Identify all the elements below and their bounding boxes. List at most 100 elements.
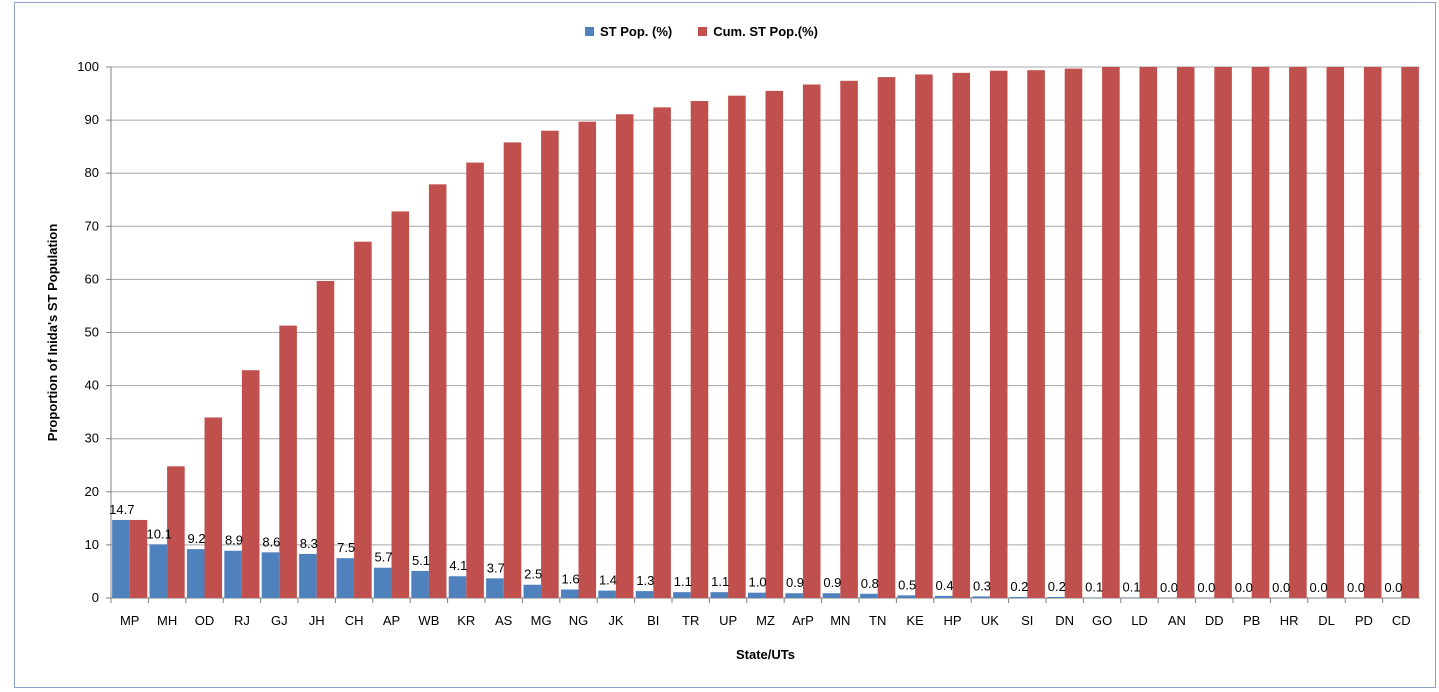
data-label: 0.0 bbox=[1272, 580, 1290, 595]
data-label: 5.1 bbox=[412, 553, 430, 568]
bar-st-pop bbox=[785, 593, 803, 598]
x-tick-label: UK bbox=[981, 613, 999, 628]
x-tick-label: WB bbox=[418, 613, 439, 628]
bar-st-pop bbox=[486, 578, 504, 598]
bar-st-pop bbox=[897, 595, 916, 598]
bar-cum-st-pop bbox=[1214, 67, 1232, 598]
bar-cum-st-pop bbox=[466, 162, 484, 598]
x-tick-label: NG bbox=[569, 613, 589, 628]
x-tick-label: MN bbox=[830, 613, 850, 628]
chart-svg: 0 10 20 30 40 50 60 70 80 90 100 MP 14.7 MH 10.1 OD 9.2 R… bbox=[45, 59, 1420, 662]
data-label: 0.9 bbox=[786, 575, 804, 590]
x-tick-label: AN bbox=[1168, 613, 1186, 628]
bar-cum-st-pop bbox=[615, 114, 634, 598]
data-label: 0.0 bbox=[1235, 580, 1253, 595]
data-label: 0.0 bbox=[1347, 580, 1365, 595]
x-tick-label: JK bbox=[608, 613, 624, 628]
x-tick-label: OD bbox=[195, 613, 215, 628]
bar-st-pop bbox=[149, 544, 168, 598]
bar-cum-st-pop bbox=[802, 84, 821, 598]
x-tick-label: MZ bbox=[756, 613, 775, 628]
y-tick-label: 60 bbox=[85, 271, 99, 286]
y-tick-label: 100 bbox=[77, 59, 99, 74]
x-tick-label: TR bbox=[682, 613, 699, 628]
x-tick-label: AP bbox=[383, 613, 400, 628]
bar-cum-st-pop bbox=[167, 466, 185, 598]
data-label: 8.9 bbox=[225, 533, 243, 548]
data-label: 14.7 bbox=[109, 502, 134, 517]
bar-cum-st-pop bbox=[316, 280, 335, 598]
data-label: 2.5 bbox=[524, 567, 542, 582]
x-tick-label: TN bbox=[869, 613, 886, 628]
bar-cum-st-pop bbox=[204, 417, 223, 598]
bar-cum-st-pop bbox=[840, 80, 858, 598]
x-tick-label: DL bbox=[1318, 613, 1335, 628]
bar-st-pop bbox=[1121, 597, 1140, 598]
x-tick-label: HP bbox=[943, 613, 961, 628]
y-tick-label: 70 bbox=[85, 218, 99, 233]
bar-cum-st-pop bbox=[129, 519, 148, 598]
bar-st-pop bbox=[448, 576, 467, 598]
y-tick-label: 80 bbox=[85, 165, 99, 180]
x-tick-label: DD bbox=[1205, 613, 1224, 628]
bar-cum-st-pop bbox=[391, 211, 410, 598]
bar-cum-st-pop bbox=[989, 70, 1008, 599]
data-label: 3.7 bbox=[487, 560, 505, 575]
data-label: 9.2 bbox=[188, 531, 206, 546]
x-tick-label: GO bbox=[1092, 613, 1112, 628]
bar-cum-st-pop bbox=[653, 107, 671, 598]
chart-frame: 0 10 20 30 40 50 60 70 80 90 100 MP 14.7 MH 10.1 OD 9.2 R… bbox=[14, 2, 1436, 688]
data-label: 5.7 bbox=[375, 550, 393, 565]
data-label: 4.1 bbox=[449, 558, 467, 573]
bar-cum-st-pop bbox=[1102, 67, 1120, 598]
data-label: 0.0 bbox=[1197, 580, 1215, 595]
bar-st-pop bbox=[972, 596, 990, 598]
bar-cum-st-pop bbox=[1176, 67, 1195, 598]
x-tick-label: KE bbox=[906, 613, 924, 628]
legend-label-cum-st-pop: Cum. ST Pop.(%) bbox=[713, 24, 818, 39]
x-tick-label: CH bbox=[345, 613, 364, 628]
y-tick-label: 40 bbox=[85, 378, 99, 393]
y-tick-label: 90 bbox=[85, 112, 99, 127]
bar-st-pop bbox=[112, 519, 130, 598]
bar-cum-st-pop bbox=[354, 241, 372, 598]
data-label: 8.6 bbox=[262, 534, 280, 549]
bar-st-pop bbox=[710, 592, 729, 598]
x-tick-label: AS bbox=[495, 613, 513, 628]
bar-cum-st-pop bbox=[1139, 67, 1158, 598]
data-label: 0.5 bbox=[898, 577, 916, 592]
y-tick-label: 30 bbox=[85, 431, 99, 446]
bar-st-pop bbox=[336, 558, 355, 598]
bar-cum-st-pop bbox=[279, 325, 297, 598]
bar-st-pop bbox=[673, 592, 691, 598]
data-label: 0.4 bbox=[936, 578, 954, 593]
data-label: 0.8 bbox=[861, 576, 879, 591]
bar-cum-st-pop bbox=[765, 90, 784, 599]
x-tick-label: HR bbox=[1280, 613, 1299, 628]
y-tick-label: 50 bbox=[85, 325, 99, 340]
data-label: 8.3 bbox=[300, 536, 318, 551]
y-tick-label: 20 bbox=[85, 484, 99, 499]
bar-st-pop bbox=[224, 550, 242, 598]
x-tick-label: SI bbox=[1021, 613, 1033, 628]
data-label: 1.6 bbox=[562, 572, 580, 587]
legend-label-st-pop: ST Pop. (%) bbox=[600, 24, 673, 39]
x-tick-label: PB bbox=[1243, 613, 1260, 628]
bar-st-pop bbox=[299, 553, 317, 598]
bar-st-pop bbox=[860, 593, 878, 598]
bar-st-pop bbox=[635, 591, 654, 598]
data-label: 0.1 bbox=[1085, 579, 1103, 594]
bar-cum-st-pop bbox=[241, 370, 260, 598]
bar-cum-st-pop bbox=[503, 142, 522, 599]
x-tick-label: ArP bbox=[792, 613, 814, 628]
bar-cum-st-pop bbox=[1289, 67, 1307, 598]
bar-st-pop bbox=[373, 567, 392, 598]
x-tick-label: LD bbox=[1131, 613, 1148, 628]
bar-st-pop bbox=[1047, 596, 1065, 598]
bar-cum-st-pop bbox=[1251, 67, 1270, 598]
data-label: 0.0 bbox=[1310, 580, 1328, 595]
bar-st-pop bbox=[747, 592, 766, 598]
bar-st-pop bbox=[598, 590, 616, 598]
x-tick-label: MH bbox=[157, 613, 177, 628]
bar-st-pop bbox=[261, 552, 280, 598]
